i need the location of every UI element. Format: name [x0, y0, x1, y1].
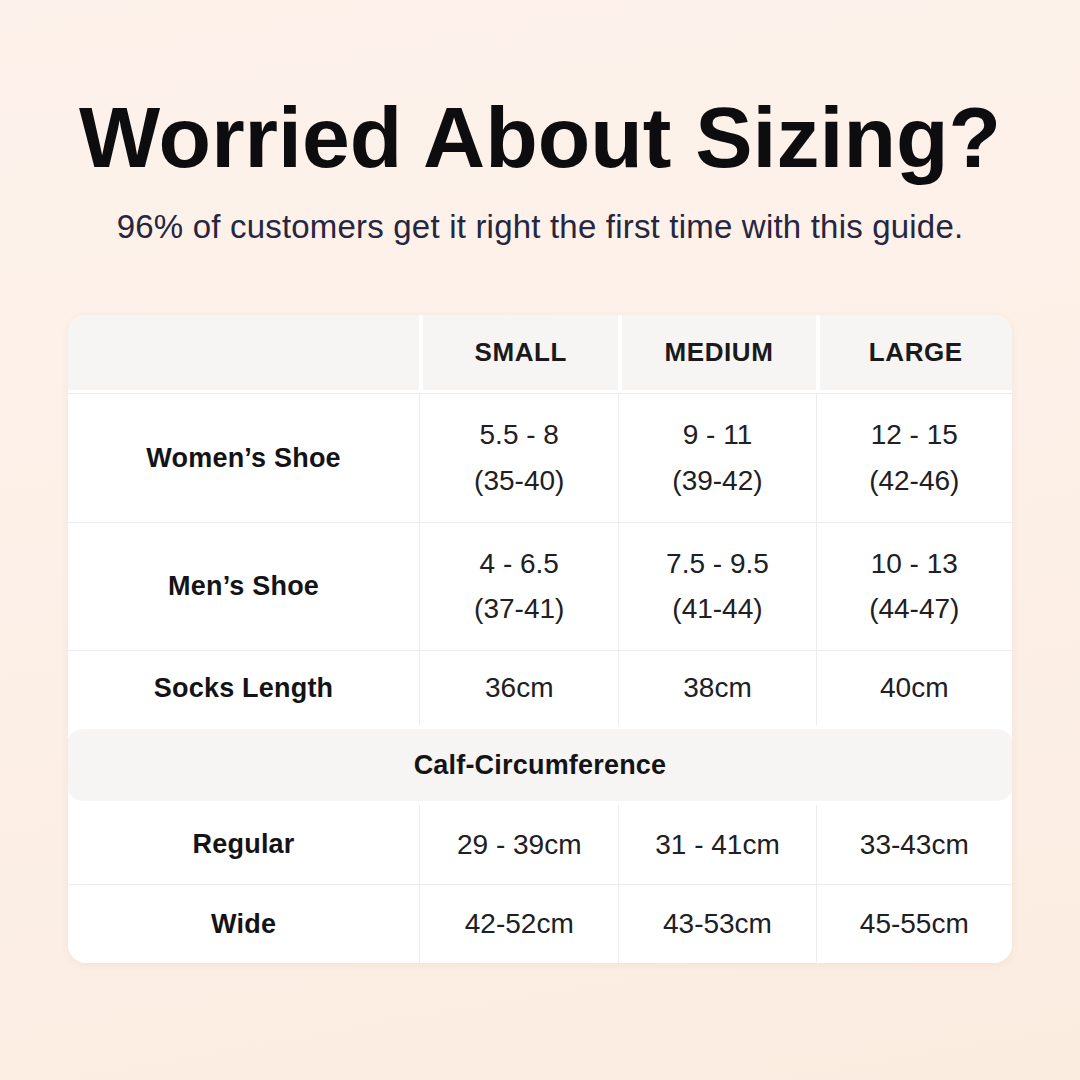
cell-regular-small: 29 - 39cm	[419, 805, 618, 884]
cell-wide-medium: 43-53cm	[618, 884, 815, 963]
page-title: Worried About Sizing?	[0, 90, 1080, 185]
cell-womens-large: 12 - 15 (42-46)	[816, 393, 1012, 522]
column-header-medium: MEDIUM	[618, 315, 815, 393]
cell-mens-small: 4 - 6.5 (37-41)	[419, 522, 618, 650]
row-label-wide: Wide	[68, 884, 419, 963]
cell-sub-value: (42-46)	[869, 465, 959, 497]
header-corner-cell	[68, 315, 419, 393]
cell-value: 10 - 13	[871, 548, 958, 580]
cell-regular-large: 33-43cm	[816, 805, 1012, 884]
size-table: SMALL MEDIUM LARGE Women’s Shoe 5.5 - 8 …	[68, 315, 1012, 963]
cell-value: 9 - 11	[683, 419, 753, 451]
cell-socks-medium: 38cm	[618, 650, 815, 725]
row-label-womens-shoe: Women’s Shoe	[68, 393, 419, 522]
page-subtitle: 96% of customers get it right the first …	[0, 208, 1080, 246]
cell-value: 12 - 15	[871, 419, 958, 451]
row-label-socks-length: Socks Length	[68, 650, 419, 725]
sizing-guide-poster: Worried About Sizing? 96% of customers g…	[0, 0, 1080, 1080]
cell-value: 4 - 6.5	[480, 548, 559, 580]
cell-womens-medium: 9 - 11 (39-42)	[618, 393, 815, 522]
cell-sub-value: (39-42)	[672, 465, 762, 497]
cell-womens-small: 5.5 - 8 (35-40)	[419, 393, 618, 522]
cell-regular-medium: 31 - 41cm	[618, 805, 815, 884]
cell-sub-value: (35-40)	[474, 465, 564, 497]
cell-mens-large: 10 - 13 (44-47)	[816, 522, 1012, 650]
cell-value: 5.5 - 8	[480, 419, 559, 451]
cell-sub-value: (44-47)	[869, 593, 959, 625]
column-header-large: LARGE	[816, 315, 1012, 393]
column-header-small: SMALL	[419, 315, 618, 393]
section-header-calf-circumference: Calf-Circumference	[68, 725, 1012, 805]
row-label-regular: Regular	[68, 805, 419, 884]
cell-socks-small: 36cm	[419, 650, 618, 725]
cell-sub-value: (37-41)	[474, 593, 564, 625]
cell-value: 7.5 - 9.5	[666, 548, 769, 580]
row-label-mens-shoe: Men’s Shoe	[68, 522, 419, 650]
cell-wide-small: 42-52cm	[419, 884, 618, 963]
cell-mens-medium: 7.5 - 9.5 (41-44)	[618, 522, 815, 650]
cell-sub-value: (41-44)	[672, 593, 762, 625]
cell-wide-large: 45-55cm	[816, 884, 1012, 963]
cell-socks-large: 40cm	[816, 650, 1012, 725]
